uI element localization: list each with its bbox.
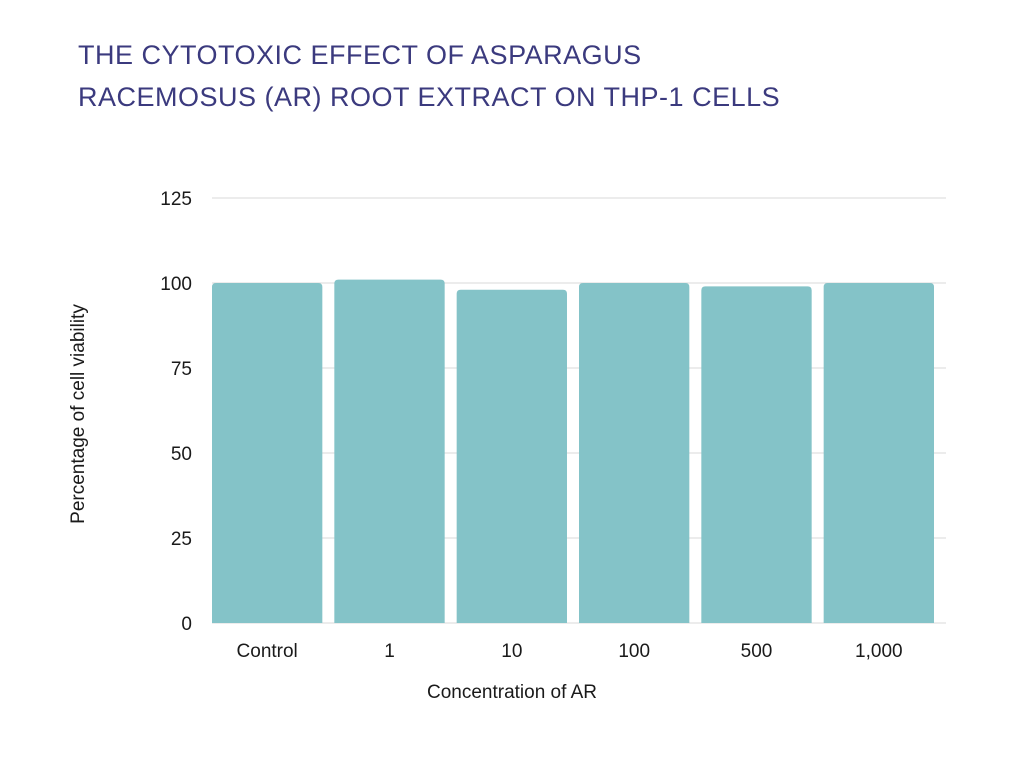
bar-1000 [823, 283, 934, 623]
y-tick-label: 0 [181, 614, 192, 635]
bar-10 [456, 289, 567, 623]
bar-control [212, 283, 323, 623]
bar-100 [579, 283, 690, 623]
x-tick-label: 10 [501, 641, 522, 662]
x-tick-label: Control [237, 641, 298, 662]
bar-500 [701, 286, 812, 623]
bars [212, 279, 934, 623]
chart-title: The cytotoxic effect of Asparagus racemo… [78, 40, 781, 112]
bar-1 [334, 279, 445, 623]
x-axis-ticks: Control 1 10 100 500 1,000 [237, 641, 903, 662]
y-axis-ticks: 0 25 50 75 100 125 [160, 189, 192, 635]
x-tick-label: 100 [618, 641, 650, 662]
y-tick-label: 125 [160, 189, 192, 210]
y-tick-label: 25 [171, 529, 192, 550]
y-tick-label: 50 [171, 444, 192, 465]
x-tick-label: 1,000 [855, 641, 903, 662]
x-tick-label: 1 [384, 641, 395, 662]
x-tick-label: 500 [741, 641, 773, 662]
x-axis-title: Concentration of AR [427, 682, 597, 703]
y-tick-label: 100 [160, 274, 192, 295]
y-tick-label: 75 [171, 359, 192, 380]
y-axis-title: Percentage of cell viability [68, 304, 89, 524]
